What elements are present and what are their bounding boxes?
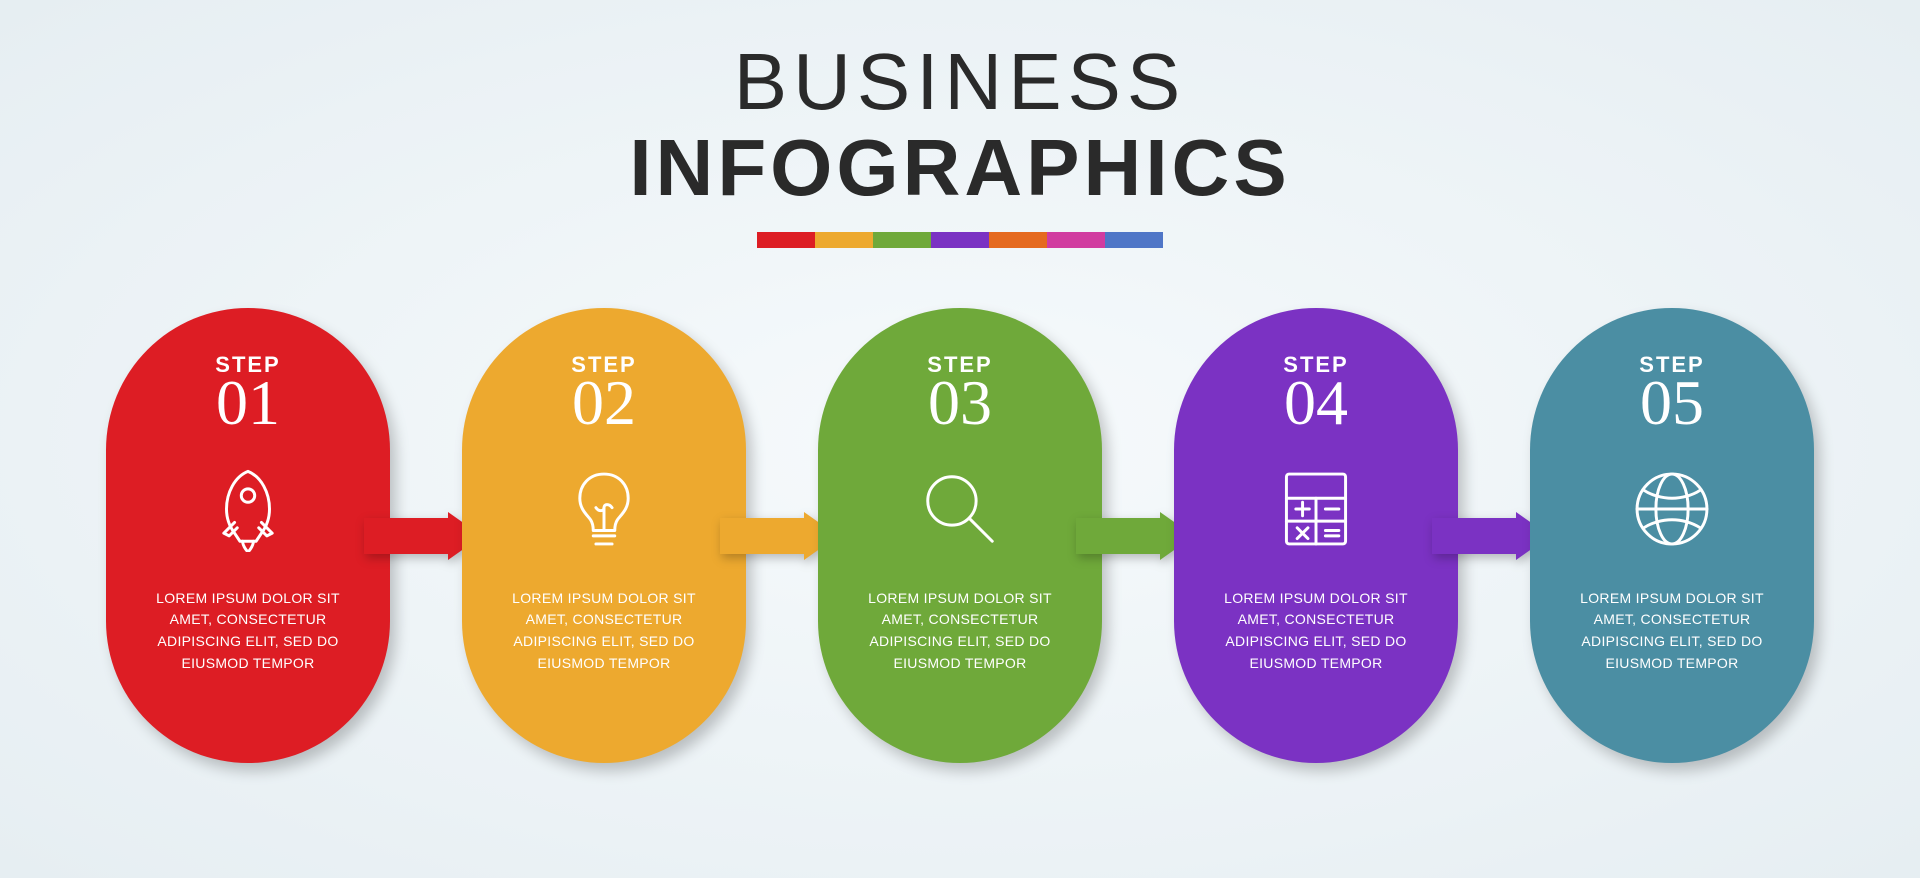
steps-region: STEP01LOREM IPSUM DOLOR SIT AMET, CONSEC… (0, 308, 1920, 763)
stripe-segment (1105, 232, 1163, 248)
stripe-segment (1047, 232, 1105, 248)
stripe-segment (815, 232, 873, 248)
header: BUSINESS INFOGRAPHICS (0, 0, 1920, 248)
step-pill-01: STEP01LOREM IPSUM DOLOR SIT AMET, CONSEC… (106, 308, 390, 763)
step-pill-03: STEP03LOREM IPSUM DOLOR SIT AMET, CONSEC… (818, 308, 1102, 763)
step-pill-02: STEP02LOREM IPSUM DOLOR SIT AMET, CONSEC… (462, 308, 746, 763)
magnifier-icon (917, 460, 1003, 558)
step-number: 01 (216, 374, 280, 432)
step-pill-04: STEP04LOREM IPSUM DOLOR SIT AMET, CONSEC… (1174, 308, 1458, 763)
step-desc: LOREM IPSUM DOLOR SIT AMET, CONSECTETUR … (492, 588, 716, 675)
step-pill-05: STEP05LOREM IPSUM DOLOR SIT AMET, CONSEC… (1530, 308, 1814, 763)
step-number: 02 (572, 374, 636, 432)
stripe-segment (931, 232, 989, 248)
calculator-icon (1273, 460, 1359, 558)
stripe-segment (989, 232, 1047, 248)
stripe-segment (757, 232, 815, 248)
step-desc: LOREM IPSUM DOLOR SIT AMET, CONSECTETUR … (1204, 588, 1428, 675)
rocket-icon (205, 460, 291, 558)
globe-icon (1629, 460, 1715, 558)
step-number: 05 (1640, 374, 1704, 432)
step-desc: LOREM IPSUM DOLOR SIT AMET, CONSECTETUR … (848, 588, 1072, 675)
title-bold: INFOGRAPHICS (0, 122, 1920, 214)
step-number: 03 (928, 374, 992, 432)
step-desc: LOREM IPSUM DOLOR SIT AMET, CONSECTETUR … (136, 588, 360, 675)
title-thin: BUSINESS (0, 36, 1920, 128)
steps-row: STEP01LOREM IPSUM DOLOR SIT AMET, CONSEC… (106, 308, 1814, 763)
step-number: 04 (1284, 374, 1348, 432)
color-stripe (0, 232, 1920, 248)
stripe-segment (873, 232, 931, 248)
lightbulb-icon (561, 460, 647, 558)
step-desc: LOREM IPSUM DOLOR SIT AMET, CONSECTETUR … (1560, 588, 1784, 675)
